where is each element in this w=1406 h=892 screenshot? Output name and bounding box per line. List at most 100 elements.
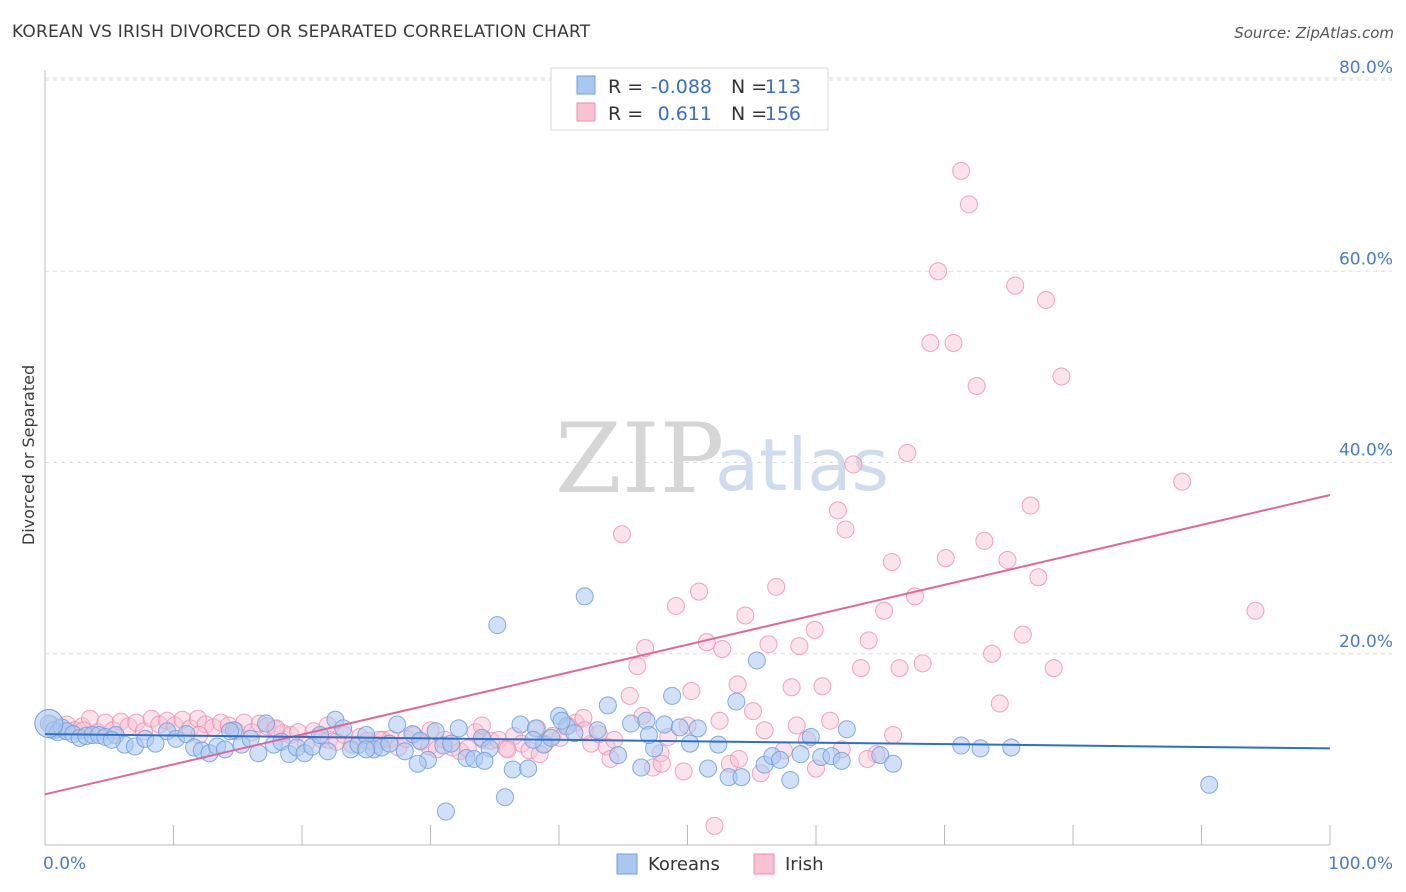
korean-point-68 [565, 724, 584, 743]
korean-point-96 [832, 751, 851, 770]
irish-point-106 [859, 631, 878, 650]
irish-point-129 [1037, 290, 1056, 309]
y-tick-label-60: 60.0% [1339, 249, 1393, 269]
x-tick-label-max: 100.0% [1328, 854, 1393, 874]
irish-point-124 [998, 551, 1017, 570]
irish-swatch [576, 102, 596, 122]
irish-point-105 [851, 659, 870, 678]
irish-point-147 [710, 711, 729, 730]
irish-point-115 [929, 262, 948, 281]
korean-point-45 [388, 715, 407, 734]
irish-point-96 [782, 678, 801, 697]
y-axis-label: Divorced or Separated [19, 365, 38, 545]
irish-point-97 [790, 637, 809, 656]
korean-point-78 [663, 686, 682, 705]
korean-point-72 [609, 746, 628, 765]
korean-point-108 [357, 740, 376, 759]
grid-lines [45, 77, 1392, 655]
irish-point-100 [813, 677, 832, 696]
korean-point-82 [699, 759, 718, 778]
korean-point-70 [588, 721, 607, 740]
irish-point-101 [821, 711, 840, 730]
irish-point-83 [682, 682, 701, 701]
korean-point-50 [426, 722, 445, 741]
irish-r-value: 0.611 [658, 103, 712, 125]
korean-point-53 [449, 719, 468, 738]
korean-point-69 [575, 587, 594, 606]
korean-point-58 [488, 616, 507, 635]
irish-point-131 [1052, 367, 1071, 386]
irish-point-118 [952, 161, 971, 180]
korean-point-46 [395, 742, 414, 761]
x-ticks [173, 825, 1331, 845]
irish-point-77 [636, 639, 655, 658]
irish-point-122 [983, 644, 1002, 663]
irish-point-93 [759, 635, 778, 654]
korean-point-109 [408, 754, 427, 773]
irish-point-76 [628, 657, 647, 676]
irish-point-81 [666, 596, 685, 615]
irish-point-82 [674, 762, 693, 781]
korean-point-85 [727, 692, 746, 711]
irish-point-75 [620, 686, 639, 705]
irish-point-110 [890, 659, 909, 678]
korean-point-104 [475, 751, 494, 770]
watermark-zip: ZIP [555, 403, 724, 515]
source-label: Source: ZipAtlas.com [1234, 24, 1394, 42]
irish-point-102 [828, 501, 847, 520]
irish-point-87 [713, 639, 732, 658]
korean-point-71 [598, 696, 617, 715]
korean-r-value: -0.088 [651, 76, 712, 98]
korean-point-74 [632, 758, 651, 777]
korean-point-110 [552, 711, 571, 730]
legend-irish-swatch [753, 853, 775, 875]
chart-title: KOREAN VS IRISH DIVORCED OR SEPARATED CO… [12, 22, 591, 42]
korean-trend-line [44, 733, 1331, 750]
irish-point-114 [921, 333, 940, 352]
korean-series [34, 587, 1219, 821]
stats-legend-box [550, 67, 829, 131]
series-legend: Koreans Irish [616, 853, 824, 875]
korean-point-27 [249, 744, 268, 763]
korean-point-59 [496, 788, 515, 807]
irish-point-117 [944, 333, 963, 352]
korean-point-83 [709, 735, 728, 754]
korean-point-77 [655, 715, 674, 734]
irish-point-74 [612, 525, 631, 544]
korean-point-48 [411, 731, 430, 750]
irish-point-109 [882, 552, 901, 571]
korean-point-61 [511, 715, 530, 734]
korean-point-28 [257, 714, 276, 733]
korean-point-97 [837, 720, 856, 739]
trend-lines [44, 494, 1331, 796]
irish-point-108 [875, 601, 894, 620]
korean-point-80 [681, 734, 700, 753]
korean-n-label: N = [731, 76, 767, 98]
irish-point-86 [705, 816, 724, 835]
irish-point-132 [1173, 472, 1192, 491]
legend-korean-swatch [616, 853, 638, 875]
irish-point-127 [1021, 496, 1040, 515]
irish-n-value: 156 [765, 103, 801, 125]
irish-point-154 [884, 726, 903, 745]
korean-point-23 [215, 740, 234, 759]
y-tick-label-40: 40.0% [1339, 441, 1393, 461]
korean-n-value: 113 [765, 76, 801, 98]
y-tick-label-80: 80.0% [1339, 58, 1393, 78]
irish-point-125 [1006, 276, 1025, 295]
korean-point-44 [380, 734, 399, 753]
irish-point-126 [1013, 625, 1032, 644]
irish-point-150 [787, 716, 806, 735]
korean-point-101 [971, 739, 990, 758]
korean-point-111 [639, 726, 658, 745]
korean-point-91 [781, 770, 800, 789]
korean-point-36 [318, 742, 337, 761]
korean-point-large [34, 709, 64, 739]
stats-legend: R = -0.088 N = 113 R = 0.611 N = 156 [550, 67, 829, 131]
korean-point-92 [791, 745, 810, 764]
irish-point-104 [844, 455, 863, 474]
irish-point-120 [967, 377, 986, 395]
irish-point-116 [936, 549, 955, 568]
irish-trend-line [44, 494, 1331, 796]
korean-point-90 [771, 750, 790, 769]
